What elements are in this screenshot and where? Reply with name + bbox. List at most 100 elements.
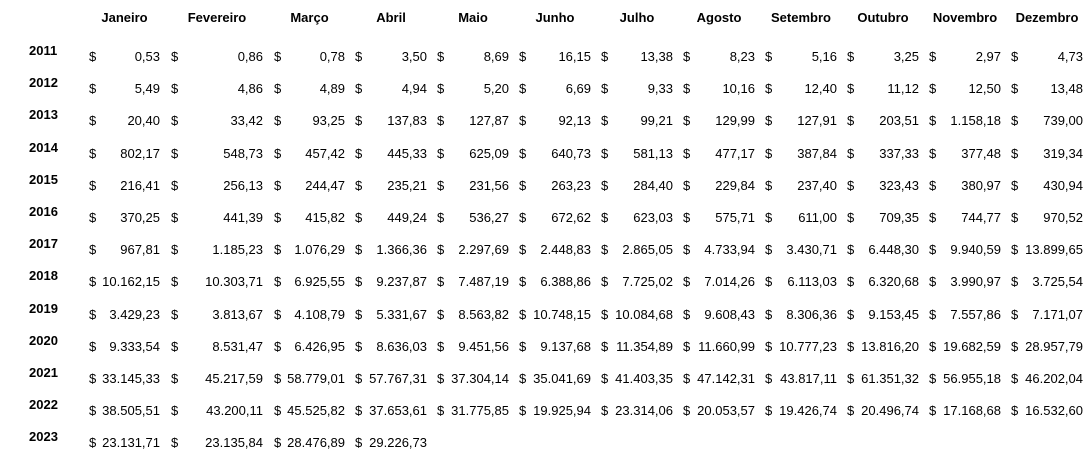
currency-symbol: $ [765,371,773,386]
currency-symbol: $ [1011,81,1019,96]
value-cell: $45.525,82 [274,401,345,421]
value-cell: $20.496,74 [847,401,919,421]
amount-value: 370,25 [120,210,160,225]
value-cell: $16.532,60 [1011,401,1083,421]
currency-symbol: $ [601,371,609,386]
month-header-1: Janeiro [101,10,148,25]
currency-symbol: $ [929,113,937,128]
amount-value: 229,84 [715,178,755,193]
currency-symbol: $ [171,371,179,386]
amount-value: 477,17 [715,146,755,161]
value-cell: $8,23 [683,47,755,67]
currency-symbol: $ [601,178,609,193]
amount-value: 28.476,89 [287,435,345,450]
value-cell: $7.171,07 [1011,305,1083,325]
amount-value: 46.202,04 [1025,371,1083,386]
currency-symbol: $ [1011,371,1019,386]
value-cell: $46.202,04 [1011,369,1083,389]
amount-value: 457,42 [305,146,345,161]
currency-symbol: $ [89,371,97,386]
month-header-2: Fevereiro [187,10,247,25]
value-cell: $244,47 [274,176,345,196]
currency-symbol: $ [519,339,527,354]
amount-value: 415,82 [305,210,345,225]
currency-symbol: $ [1011,113,1019,128]
year-label-2013: 2013 [29,107,58,122]
value-cell: $6.388,86 [519,272,591,292]
value-cell: $9.237,87 [355,272,427,292]
currency-symbol: $ [929,210,937,225]
amount-value: 0,53 [134,49,160,64]
value-cell: $6,69 [519,79,591,99]
amount-value: 7.557,86 [950,307,1001,322]
value-cell: $449,24 [355,208,427,228]
amount-value: 548,73 [223,146,263,161]
currency-symbol: $ [437,81,445,96]
amount-value: 9,33 [647,81,673,96]
amount-value: 581,13 [633,146,673,161]
month-header-12: Dezembro [1015,10,1079,25]
year-label-2015: 2015 [29,172,58,187]
currency-symbol: $ [765,210,773,225]
amount-value: 137,83 [387,113,427,128]
amount-value: 127,91 [797,113,837,128]
currency-symbol: $ [274,435,282,450]
amount-value: 802,17 [120,146,160,161]
amount-value: 3.429,23 [109,307,160,322]
currency-symbol: $ [355,242,363,257]
currency-symbol: $ [274,371,282,386]
amount-value: 9.608,43 [704,307,755,322]
amount-value: 377,48 [961,146,1001,161]
value-cell: $623,03 [601,208,673,228]
value-cell: $6.113,03 [765,272,837,292]
month-header-10: Outubro [857,10,909,25]
amount-value: 739,00 [1043,113,1083,128]
value-cell: $3.429,23 [89,305,160,325]
value-cell: $536,27 [437,208,509,228]
currency-symbol: $ [171,242,179,257]
month-header-4: Abril [376,10,406,25]
currency-symbol: $ [355,435,363,450]
value-cell: $35.041,69 [519,369,591,389]
amount-value: 10.777,23 [779,339,837,354]
amount-value: 536,27 [469,210,509,225]
amount-value: 93,25 [312,113,345,128]
value-cell: $20.053,57 [683,401,755,421]
amount-value: 0,78 [319,49,345,64]
amount-value: 92,13 [558,113,591,128]
amount-value: 38.505,51 [102,403,160,418]
value-cell: $1.185,23 [171,240,263,260]
value-cell: $967,81 [89,240,160,260]
value-cell: $457,42 [274,144,345,164]
currency-symbol: $ [847,81,855,96]
amount-value: 20.496,74 [861,403,919,418]
amount-value: 129,99 [715,113,755,128]
currency-symbol: $ [929,371,937,386]
value-cell: $640,73 [519,144,591,164]
value-cell: $2,97 [929,47,1001,67]
currency-symbol: $ [601,307,609,322]
currency-symbol: $ [519,146,527,161]
value-cell: $37.304,14 [437,369,509,389]
value-cell: $0,53 [89,47,160,67]
currency-symbol: $ [1011,274,1019,289]
amount-value: 43.817,11 [780,371,837,386]
value-cell: $256,13 [171,176,263,196]
amount-value: 4.733,94 [704,242,755,257]
currency-symbol: $ [847,113,855,128]
value-cell: $8,69 [437,47,509,67]
amount-value: 13.816,20 [861,339,919,354]
value-cell: $13,48 [1011,79,1083,99]
amount-value: 4,86 [237,81,263,96]
currency-symbol: $ [437,210,445,225]
value-cell: $377,48 [929,144,1001,164]
value-cell: $19.925,94 [519,401,591,421]
currency-symbol: $ [847,146,855,161]
currency-symbol: $ [765,146,773,161]
value-cell: $13.816,20 [847,337,919,357]
amount-value: 380,97 [961,178,1001,193]
value-cell: $9,33 [601,79,673,99]
amount-value: 45.217,59 [205,371,263,386]
amount-value: 4,73 [1057,49,1083,64]
amount-value: 6.113,03 [787,274,837,289]
